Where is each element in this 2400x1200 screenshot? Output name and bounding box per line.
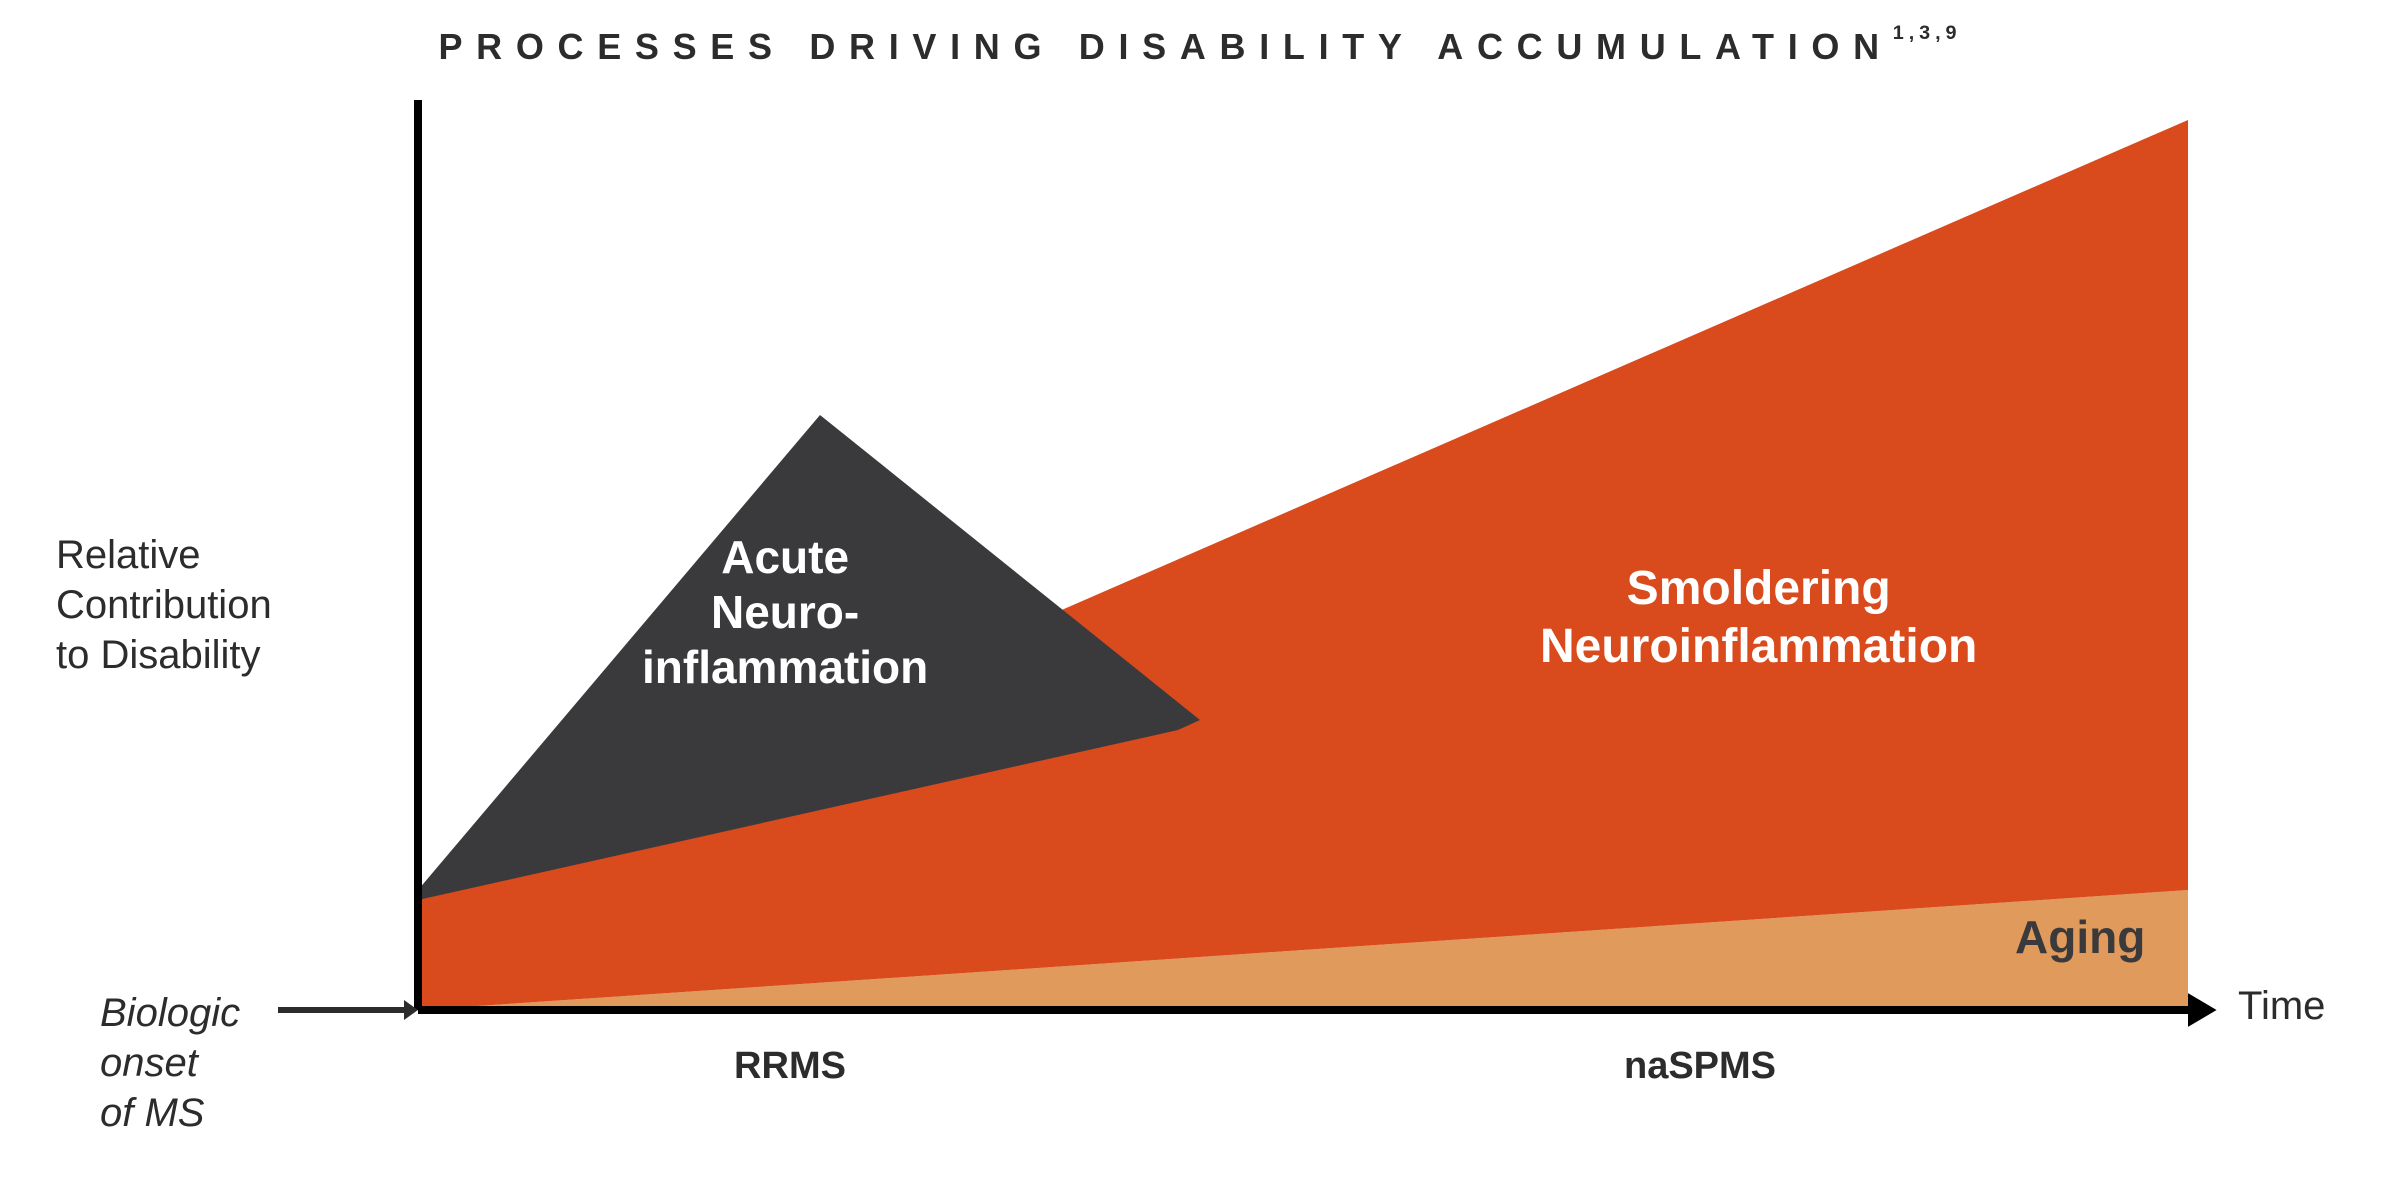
x-tick-naspms: naSPMS bbox=[1624, 1045, 1776, 1088]
region-label-smoldering: SmolderingNeuroinflammation bbox=[1540, 560, 1977, 675]
x-axis-arrowhead bbox=[2188, 993, 2217, 1027]
y-axis-label: RelativeContributionto Disability bbox=[56, 530, 272, 680]
region-label-acute: AcuteNeuro-inflammation bbox=[642, 530, 928, 696]
chart-svg bbox=[0, 0, 2400, 1200]
region-label-aging: Aging bbox=[2015, 910, 2145, 964]
chart-stage: PROCESSES DRIVING DISABILITY ACCUMULATIO… bbox=[0, 0, 2400, 1200]
x-tick-rrms: RRMS bbox=[734, 1045, 846, 1088]
x-axis-label: Time bbox=[2238, 984, 2325, 1029]
origin-label: Biologiconsetof MS bbox=[100, 988, 240, 1138]
